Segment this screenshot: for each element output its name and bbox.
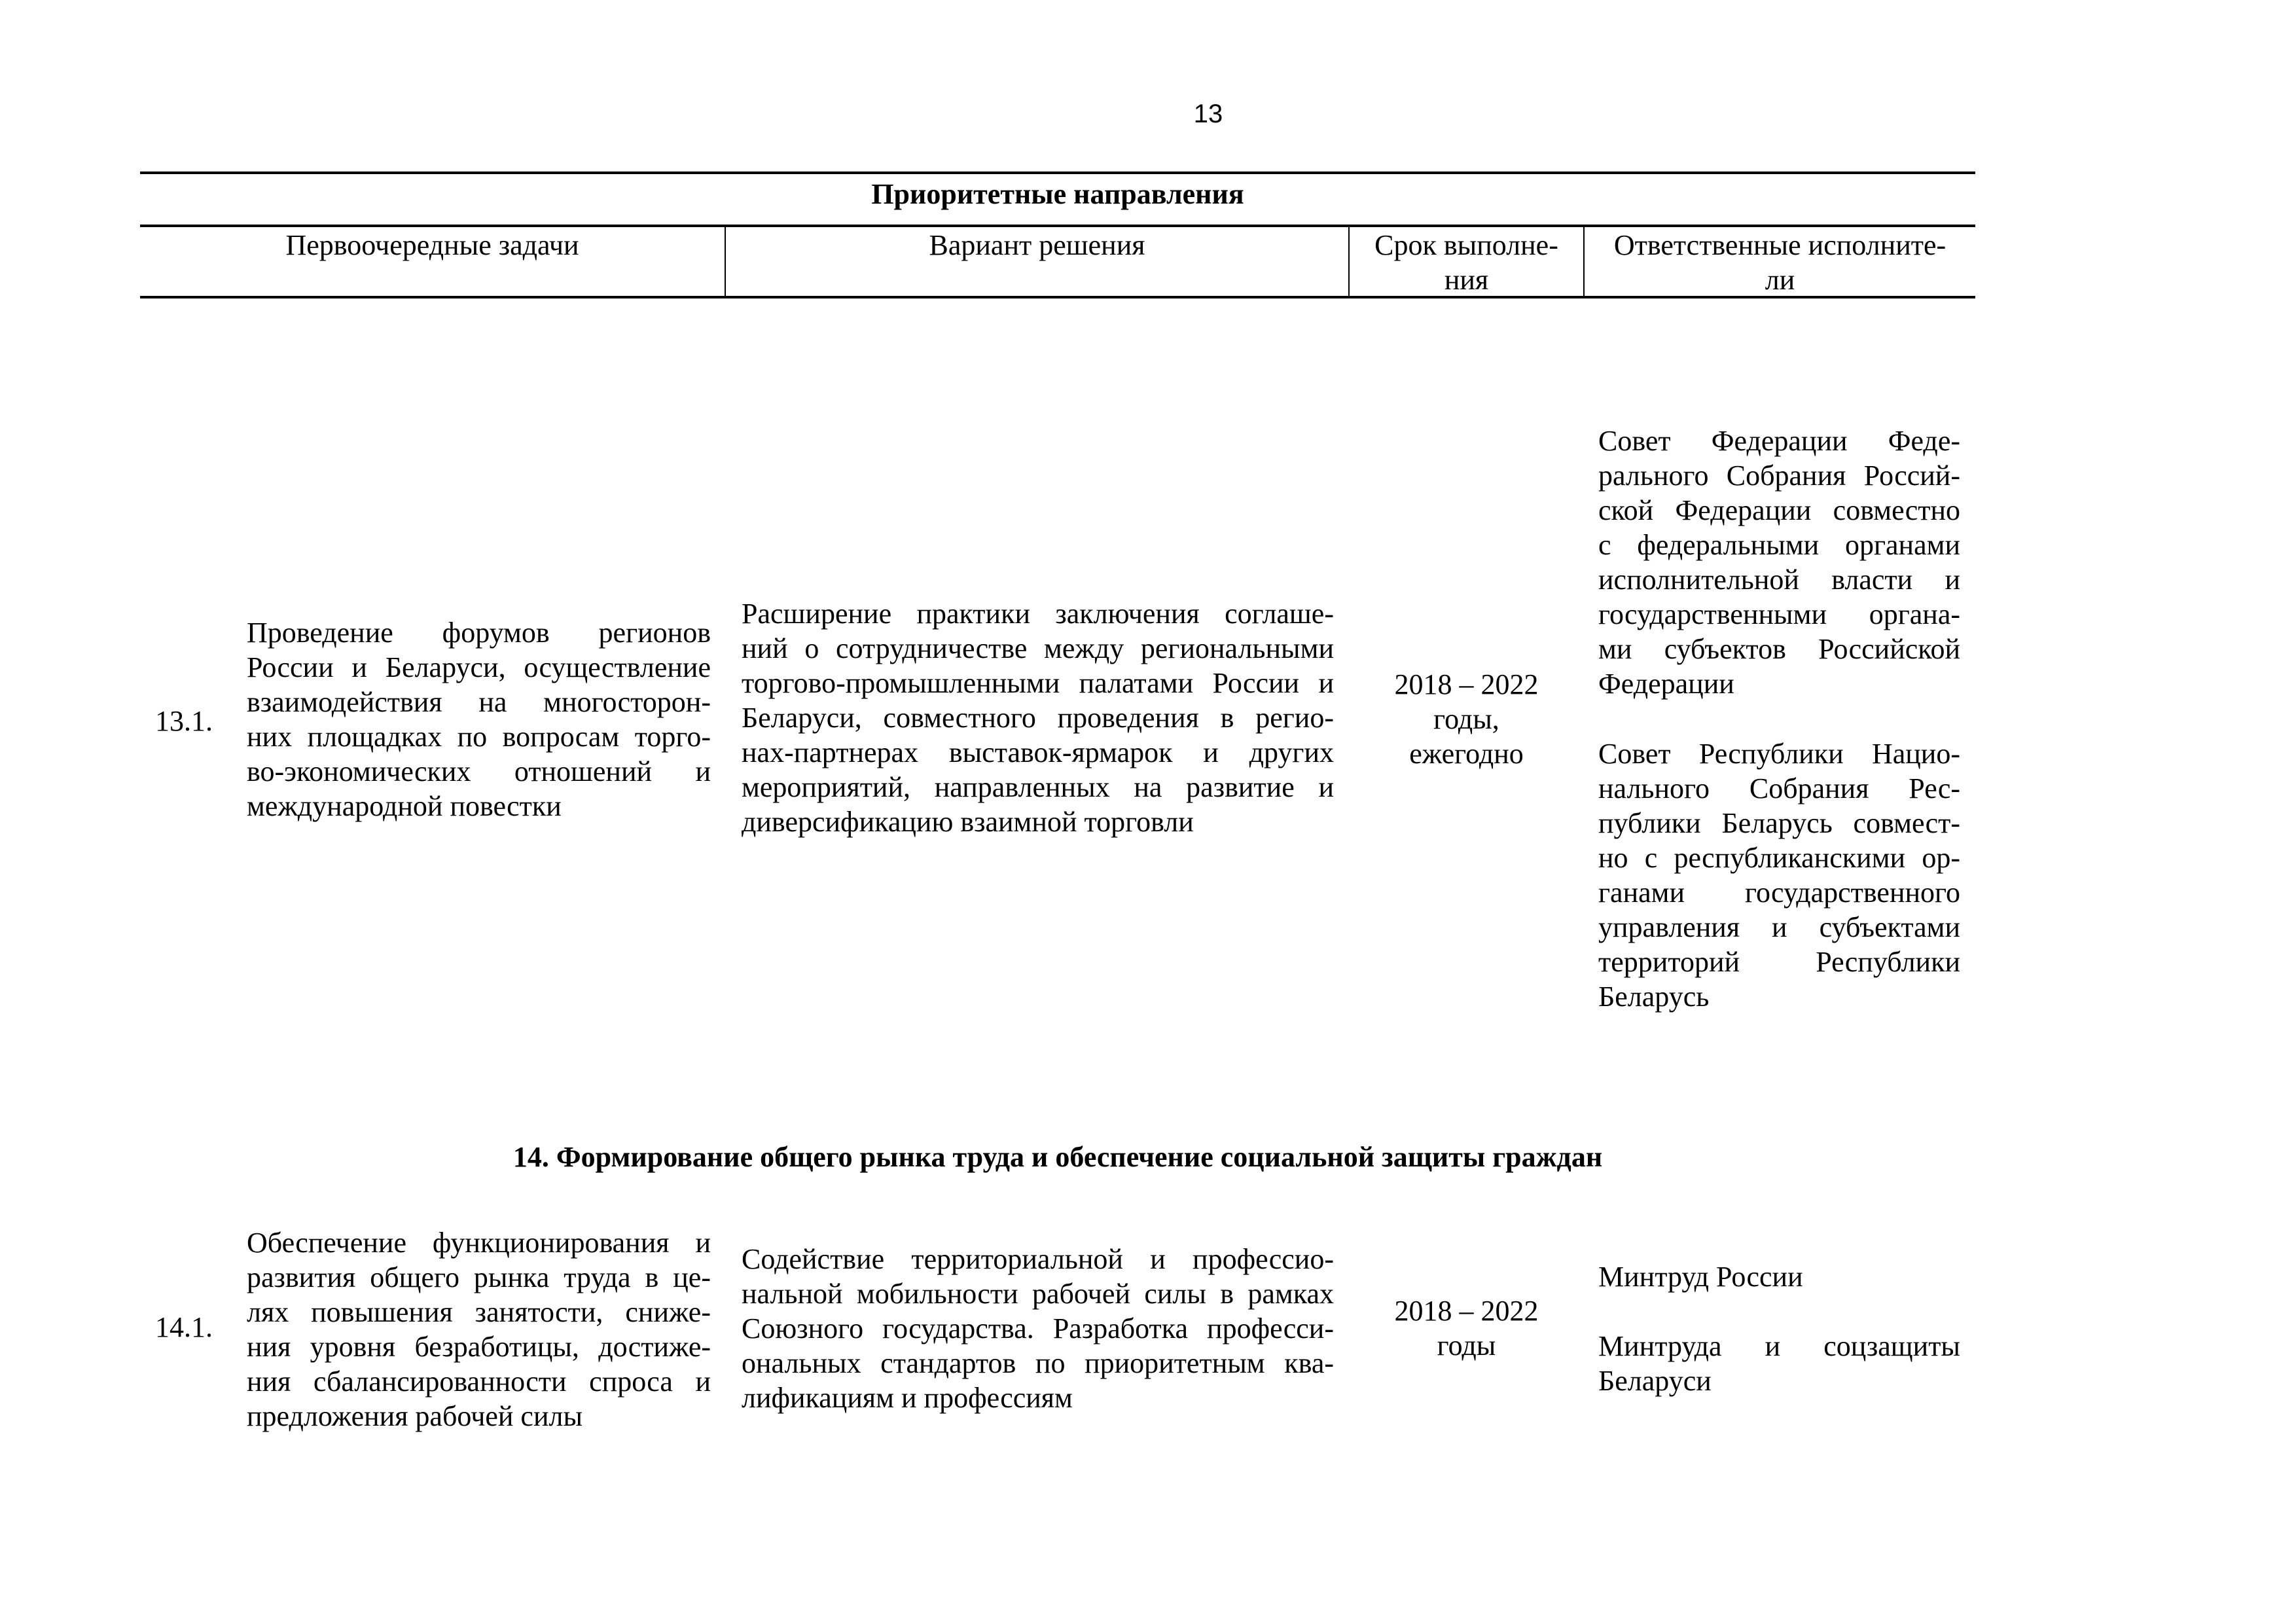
row-number: 13.1. — [155, 705, 213, 737]
text-line: Срок выполне- — [1374, 229, 1558, 261]
row-number: 14.1. — [155, 1311, 213, 1343]
text-line: 2018 – 2022 — [1394, 668, 1539, 700]
term-cell: 2018 – 2022 годы, ежегодно — [1349, 667, 1584, 771]
header-solution: Вариант решения — [726, 228, 1348, 262]
header-top-rule — [140, 225, 1975, 227]
section-heading: 14. Формирование общего рынка труда и об… — [512, 1141, 1603, 1173]
text-line: годы — [1437, 1329, 1496, 1362]
responsible-cell-1: Минтруд России — [1598, 1259, 1960, 1294]
text-line: управления и субъектами — [1598, 911, 1960, 943]
text-line: Содействие территориальной и профессио- — [742, 1243, 1334, 1275]
text-line: международной повестки — [247, 790, 562, 822]
text-line: Федерации — [1598, 668, 1734, 700]
text-line: ми субъектов Российской — [1598, 633, 1960, 665]
text-line: ганами государственного — [1598, 876, 1960, 909]
text-line: но с республиканскими ор- — [1598, 842, 1960, 874]
header-bottom-rule — [140, 296, 1975, 298]
page-number: 13 — [1193, 99, 1223, 128]
column-divider — [725, 226, 726, 297]
table-title: Приоритетные направления — [871, 178, 1244, 210]
responsible-cell-1: Совет Федерации Феде-рального Собрания Р… — [1598, 424, 1960, 701]
text-line: Беларуси — [1598, 1365, 1712, 1397]
text-line: Ответственные исполните- — [1613, 229, 1946, 261]
solution-cell: Содействие территориальной и профессио-н… — [742, 1242, 1334, 1415]
text-line: публики Беларусь совмест- — [1598, 807, 1960, 839]
text-line: ния — [1444, 264, 1489, 296]
header-responsible: Ответственные исполните-ли — [1585, 228, 1975, 297]
column-divider — [1348, 226, 1350, 297]
text-line: ния уровня безработицы, достиже- — [247, 1331, 711, 1363]
text-line: лях повышения занятости, сниже- — [247, 1296, 711, 1328]
text-line: Беларусь — [1598, 981, 1710, 1013]
text-line: нального Собрания Рес- — [1598, 772, 1960, 804]
text-line: Совет Республики Нацио- — [1598, 738, 1960, 770]
text-line: нальной мобильности рабочей силы в рамка… — [742, 1278, 1334, 1310]
text-line: России и Беларуси, осуществление — [247, 651, 711, 683]
text-line: ональных стандартов по приоритетным ква- — [742, 1347, 1334, 1379]
task-cell: Проведение форумов регионов России и Бела… — [247, 615, 711, 823]
text-line: государственными органа- — [1598, 598, 1960, 630]
responsible-cell-2: Совет Республики Нацио-нального Собрания… — [1598, 736, 1960, 1014]
text-line: предложения рабочей силы — [247, 1400, 583, 1432]
text-line: ний о сотрудничестве между региональными — [742, 632, 1334, 664]
text-line: ежегодно — [1409, 738, 1524, 770]
text-line: Беларуси, совместного проведения в регио… — [742, 702, 1334, 734]
text-line: Обеспечение функционирования и — [247, 1227, 711, 1259]
text-line: Совет Федерации Феде- — [1598, 425, 1960, 457]
text-line: лификациям и профессиям — [742, 1382, 1073, 1414]
text-line: взаимодействия на многосторон- — [247, 686, 711, 718]
text-line: диверсификацию взаимной торговли — [742, 806, 1194, 838]
header-term: Срок выполне-ния — [1350, 228, 1583, 297]
text-line: мероприятий, направленных на развитие и — [742, 771, 1334, 803]
text-line: ли — [1765, 264, 1795, 296]
text-line: Первоочередные задачи — [285, 229, 579, 261]
text-line: Минтруда и соцзащиты — [1598, 1330, 1960, 1362]
text-line: развития общего рынка труда в це- — [247, 1261, 711, 1293]
text-line: Союзного государства. Разработка професс… — [742, 1312, 1334, 1344]
text-line: территорий Республики — [1598, 946, 1960, 978]
text-line: 2018 – 2022 — [1394, 1295, 1539, 1327]
table-top-rule — [140, 171, 1975, 174]
text-line: с федеральными органами — [1598, 529, 1960, 561]
text-line: ния сбалансированности спроса и — [247, 1365, 711, 1398]
text-line: них площадках по вопросам торго- — [247, 721, 711, 753]
text-line: торгово-промышленными палатами России и — [742, 667, 1334, 699]
text-line: исполнительной власти и — [1598, 564, 1960, 596]
task-cell: Обеспечение функционирования и развития о… — [247, 1225, 711, 1434]
text-line: во-экономических отношений и — [247, 755, 711, 787]
text-line: Вариант решения — [929, 229, 1145, 261]
column-divider — [1583, 226, 1585, 297]
text-line: годы, — [1433, 703, 1499, 735]
header-tasks: Первоочередные задачи — [140, 228, 725, 262]
responsible-cell-2: Минтруда и соцзащиты Беларуси — [1598, 1329, 1960, 1398]
text-line: Проведение форумов регионов — [247, 617, 711, 649]
term-cell: 2018 – 2022 годы — [1349, 1293, 1584, 1363]
text-line: нах-партнерах выставок-ярмарок и других — [742, 736, 1334, 768]
text-line: ской Федерации совместно — [1598, 494, 1960, 526]
text-line: рального Собрания Россий- — [1598, 460, 1960, 492]
text-line: Расширение практики заключения соглаше- — [742, 598, 1334, 630]
solution-cell: Расширение практики заключения соглаше-н… — [742, 596, 1334, 839]
text-line: Минтруд России — [1598, 1261, 1803, 1293]
